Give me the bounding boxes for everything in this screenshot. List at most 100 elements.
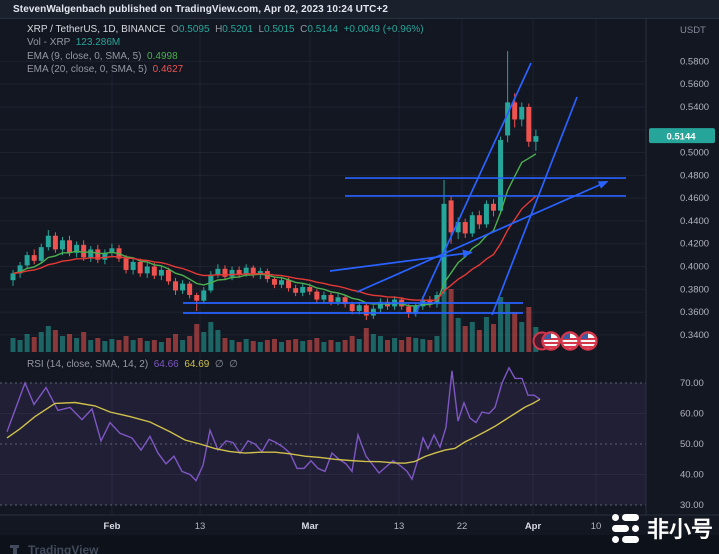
candle-body bbox=[328, 295, 334, 302]
candle-body bbox=[413, 306, 419, 314]
volume-bar bbox=[201, 332, 207, 352]
candle-body bbox=[17, 265, 23, 274]
candle-body bbox=[335, 297, 341, 302]
time-tick-label: Mar bbox=[302, 521, 319, 532]
candle-body bbox=[45, 235, 51, 248]
rsi-tick-label: 30.00 bbox=[680, 500, 704, 511]
volume-bar bbox=[250, 341, 256, 352]
time-axis-panel[interactable] bbox=[0, 515, 719, 535]
volume-bar bbox=[476, 330, 482, 352]
chart-legend[interactable]: XRP / TetherUS, 1D, BINANCE O0.5095 H0.5… bbox=[27, 23, 424, 77]
candle-body bbox=[462, 222, 468, 234]
volume-bar bbox=[158, 342, 164, 352]
volume-bar bbox=[321, 342, 327, 352]
candle-body bbox=[483, 203, 489, 225]
rsi-line bbox=[6, 366, 541, 482]
rsi-tick-label: 60.00 bbox=[680, 409, 704, 420]
axis-labels: USDT 0.5800 0.5600 0.5400 0.5000 0.4800 0.4600… bbox=[104, 25, 710, 532]
volume-bar bbox=[328, 340, 334, 352]
volume-bar bbox=[257, 342, 263, 352]
trend-line-drawing bbox=[329, 252, 469, 272]
candle-body bbox=[31, 255, 37, 261]
candle-body bbox=[38, 247, 44, 261]
candle-body bbox=[526, 106, 532, 142]
volume-bar bbox=[469, 322, 475, 352]
volume-bar bbox=[45, 326, 51, 352]
volume-bar bbox=[10, 338, 16, 352]
candle-body bbox=[187, 283, 193, 296]
volume-bar bbox=[109, 339, 115, 352]
legend-segment: 0.5015 bbox=[264, 24, 295, 35]
arrowhead bbox=[597, 180, 609, 189]
tradingview-logo-icon bbox=[10, 544, 23, 554]
rsi-tick-label: 50.00 bbox=[680, 439, 704, 450]
legend-segment: 0.4627 bbox=[152, 64, 184, 76]
candle-body bbox=[74, 244, 80, 253]
arrowhead bbox=[462, 249, 473, 258]
legend-segment: 0.5144 bbox=[307, 24, 338, 35]
volume-bar bbox=[399, 340, 405, 352]
price-tick-label: 0.3800 bbox=[680, 284, 709, 295]
time-tick-label: 22 bbox=[457, 521, 468, 532]
volume-bars bbox=[10, 280, 539, 352]
legend-row: XRP / TetherUS, 1D, BINANCE O0.5095 H0.5… bbox=[27, 23, 424, 36]
legend-row: Vol - XRP 123.286M bbox=[27, 36, 424, 49]
price-tick-label: 0.4800 bbox=[680, 170, 709, 181]
volume-bar bbox=[377, 336, 383, 352]
volume-bar bbox=[505, 304, 511, 352]
legend-segment: XRP / TetherUS, 1D, BINANCE bbox=[27, 24, 166, 35]
legend-segment: L bbox=[252, 24, 265, 35]
volume-bar bbox=[24, 334, 30, 352]
volume-bar bbox=[406, 337, 412, 352]
flag-stickers[interactable] bbox=[532, 331, 598, 351]
volume-bar bbox=[498, 297, 504, 352]
price-tick-label: 0.5800 bbox=[680, 56, 709, 67]
candle-body bbox=[10, 273, 16, 281]
volume-bar bbox=[17, 340, 23, 352]
volume-bar bbox=[222, 338, 228, 352]
candle-body bbox=[229, 269, 235, 277]
volume-bar bbox=[38, 332, 44, 352]
volume-bar bbox=[384, 340, 390, 352]
volume-bar bbox=[286, 340, 292, 352]
volume-bar bbox=[356, 339, 362, 352]
price-tick-label: 0.3400 bbox=[680, 330, 709, 341]
volume-bar bbox=[420, 339, 426, 352]
candle-body bbox=[243, 267, 249, 275]
currency-label: USDT bbox=[680, 25, 706, 36]
candle-body bbox=[342, 297, 348, 305]
candle-body bbox=[370, 308, 376, 316]
volume-bar bbox=[519, 322, 525, 352]
price-axis-panel[interactable] bbox=[646, 19, 719, 535]
candle-body bbox=[498, 139, 504, 211]
volume-bar bbox=[208, 322, 214, 352]
volume-bar bbox=[81, 332, 87, 352]
legend-segment: EMA (20, close, 0, SMA, 5) bbox=[27, 64, 153, 76]
candle-body bbox=[215, 268, 221, 275]
price-tick-label: 0.5400 bbox=[680, 102, 709, 113]
legend-segment: 64.69 bbox=[184, 359, 210, 370]
legend-row: RSI (14, close, SMA, 14, 2) 64.66 64.69 … bbox=[27, 358, 238, 371]
publish-info-bar: StevenWalgenbach published on TradingVie… bbox=[0, 0, 719, 19]
candle-body bbox=[476, 215, 482, 225]
candle-body bbox=[441, 203, 447, 290]
feixiaohao-logo-icon bbox=[611, 513, 641, 543]
candle-body bbox=[95, 249, 101, 260]
trend-line-drawing bbox=[414, 62, 532, 316]
candle-body bbox=[406, 306, 412, 314]
rsi-legend[interactable]: RSI (14, close, SMA, 14, 2) 64.66 64.69 … bbox=[27, 358, 238, 371]
volume-bar bbox=[102, 341, 108, 352]
volume-bar bbox=[300, 341, 306, 352]
candle-body bbox=[67, 240, 73, 253]
legend-segment: 0.5095 bbox=[178, 24, 210, 35]
candle-body bbox=[250, 267, 256, 275]
tradingview-logo[interactable]: TradingView bbox=[10, 543, 98, 554]
legend-segment: O bbox=[165, 24, 179, 35]
volume-bar bbox=[151, 340, 157, 352]
candle-body bbox=[279, 280, 285, 285]
drawings-layer[interactable] bbox=[183, 62, 626, 316]
candle-body bbox=[137, 261, 143, 274]
tradingview-logo-text: TradingView bbox=[28, 543, 99, 554]
